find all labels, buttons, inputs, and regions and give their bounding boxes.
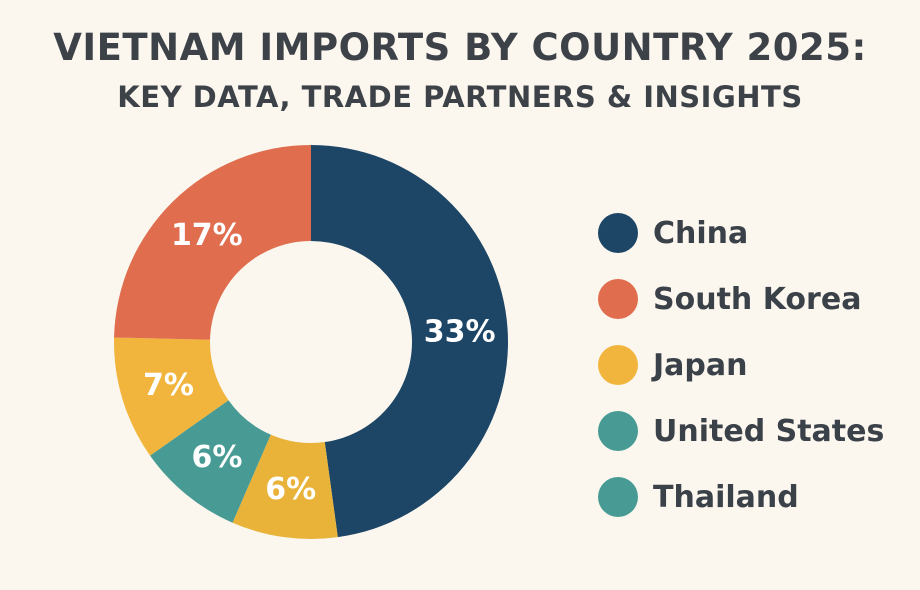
slice-south-korea-4 xyxy=(114,145,311,340)
legend-label-south-korea: South Korea xyxy=(653,281,862,317)
legend-swatch-japan xyxy=(598,345,638,385)
legend-item-thailand: Thailand xyxy=(598,464,884,530)
legend-label-thailand: Thailand xyxy=(653,479,799,515)
slice-label-japan-3: 7% xyxy=(143,368,194,403)
slice-label-south-korea-4: 17% xyxy=(171,218,243,253)
legend-swatch-united-states xyxy=(598,411,638,451)
legend-swatch-china xyxy=(598,213,638,253)
chart-subtitle: KEY DATA, TRADE PARTNERS & INSIGHTS xyxy=(117,80,803,114)
legend-item-united-states: United States xyxy=(598,398,884,464)
legend: China South Korea Japan United States Th… xyxy=(598,200,884,530)
slice-label-united-states-2: 6% xyxy=(191,440,242,475)
slice-japan-1 xyxy=(232,434,338,539)
legend-swatch-thailand xyxy=(598,477,638,517)
legend-swatch-south-korea xyxy=(598,279,638,319)
chart-title: VIETNAM IMPORTS BY COUNTRY 2025: xyxy=(53,26,867,69)
legend-item-south-korea: South Korea xyxy=(598,266,884,332)
legend-label-japan: Japan xyxy=(653,347,748,383)
slice-label-china-0: 33% xyxy=(424,314,496,349)
slice-china-0 xyxy=(311,145,508,538)
slice-japan-3 xyxy=(114,337,229,456)
slice-united-states-2 xyxy=(150,400,271,523)
legend-label-china: China xyxy=(653,215,749,251)
legend-label-united-states: United States xyxy=(653,413,885,449)
slice-label-japan-1: 6% xyxy=(265,472,316,507)
legend-item-china: China xyxy=(598,200,884,266)
legend-item-japan: Japan xyxy=(598,332,884,398)
